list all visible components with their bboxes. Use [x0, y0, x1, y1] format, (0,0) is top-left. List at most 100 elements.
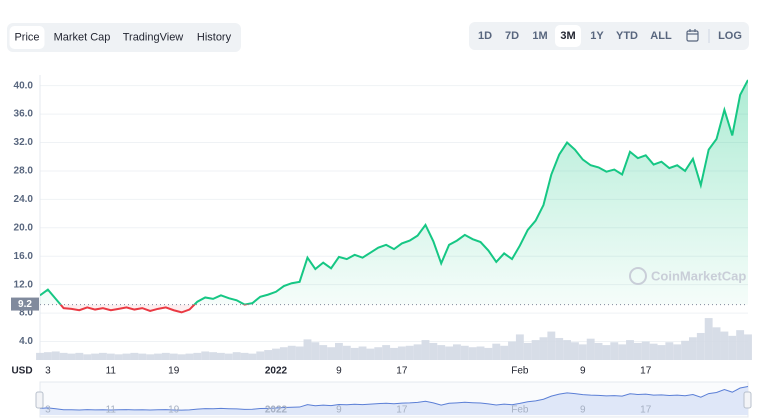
range-button[interactable]: 1D: [478, 30, 492, 42]
x-tick-label: 2022: [265, 366, 288, 377]
y-tick-label: 4.0: [19, 336, 33, 347]
volume-bar: [665, 342, 674, 360]
volume-bar: [335, 342, 343, 360]
volume-bar: [649, 343, 658, 360]
volume-bar: [460, 345, 469, 360]
volume-bar: [224, 353, 233, 360]
volume-bar: [689, 337, 697, 360]
tab[interactable]: Price: [14, 31, 39, 43]
volume-bar: [421, 340, 430, 360]
volume-bar: [99, 352, 107, 360]
y-tick-label: 20.0: [14, 222, 34, 233]
volume-bar: [91, 353, 99, 360]
volume-bar: [641, 341, 650, 360]
y-tick-label: 16.0: [14, 251, 34, 262]
range-button[interactable]: 1Y: [590, 30, 604, 42]
volume-bar: [177, 354, 186, 360]
volume-bar: [539, 337, 548, 360]
navigator-tick-label: 17: [640, 405, 652, 416]
volume-bar: [67, 353, 76, 360]
x-tick-label: 11: [106, 366, 117, 377]
range-button[interactable]: 7D: [505, 30, 519, 42]
volume-bar: [122, 353, 131, 360]
volume-bar: [256, 351, 265, 360]
volume-bar: [169, 353, 178, 360]
volume-bar: [523, 342, 532, 360]
y-tick-label: 28.0: [14, 166, 34, 177]
x-tick-label: 17: [640, 366, 652, 377]
y-tick-label: 24.0: [14, 194, 34, 205]
volume-bar: [586, 338, 595, 360]
volume-bar: [508, 341, 516, 360]
volume-bar: [295, 346, 304, 360]
volume-bar: [350, 347, 359, 360]
log-toggle[interactable]: LOG: [718, 30, 742, 42]
volume-bar: [555, 337, 564, 360]
navigator-handle[interactable]: [35, 391, 44, 409]
volume-bar: [500, 345, 509, 360]
volume-bar: [83, 354, 92, 360]
navigator-tick-label: 9: [336, 405, 342, 416]
x-tick-label: 17: [396, 366, 408, 377]
y-tick-label: 32.0: [14, 137, 34, 148]
volume-bar: [437, 345, 446, 360]
tab[interactable]: Market Cap: [54, 31, 111, 43]
volume-bar: [397, 346, 406, 360]
volume-bar: [405, 345, 414, 360]
volume-bar: [736, 330, 745, 360]
volume-bar: [264, 350, 273, 360]
volume-bar: [657, 345, 666, 360]
price-line-up: [40, 79, 748, 305]
volume-bar: [445, 346, 453, 360]
range-button[interactable]: 1M: [532, 30, 547, 42]
volume-bar: [185, 353, 194, 360]
volume-bar: [626, 340, 634, 360]
x-tick-label: 19: [168, 366, 180, 377]
volume-bar: [36, 352, 44, 360]
volume-bar: [287, 345, 296, 360]
volume-bar: [209, 352, 217, 360]
x-tick-label: 3: [45, 366, 51, 377]
tab[interactable]: TradingView: [123, 31, 184, 43]
calendar-icon[interactable]: [686, 29, 699, 42]
volume-bar: [311, 342, 320, 360]
volume-bar: [563, 340, 571, 360]
volume-bar: [618, 344, 627, 360]
currency-label: USD: [11, 366, 32, 377]
range-button[interactable]: ALL: [650, 30, 672, 42]
y-tick-label: 36.0: [14, 109, 34, 120]
volume-bar: [531, 340, 540, 360]
volume-bar: [681, 340, 689, 360]
volume-bar: [201, 351, 210, 360]
volume-bar: [744, 334, 752, 360]
tab[interactable]: History: [197, 31, 232, 43]
volume-bar: [319, 345, 328, 360]
volume-bar: [248, 353, 257, 360]
y-tick-label: 40.0: [14, 80, 34, 91]
volume-bar: [374, 347, 383, 360]
volume-bar: [704, 318, 713, 360]
watermark-text: CoinMarketCap: [651, 268, 746, 283]
volume-bar: [633, 342, 642, 360]
volume-bar: [272, 348, 280, 360]
volume-bar: [154, 353, 162, 360]
volume-bar: [712, 327, 721, 360]
active-tab-bg: [9, 26, 45, 49]
volume-bar: [358, 346, 367, 360]
volume-bar: [106, 353, 115, 360]
x-tick-label: Feb: [511, 366, 529, 377]
volume-bar: [484, 347, 493, 360]
navigator-handle[interactable]: [743, 391, 752, 409]
volume-bar: [217, 352, 225, 360]
range-button[interactable]: 3M: [560, 30, 575, 42]
volume-bar: [728, 335, 737, 360]
volume-bar: [161, 352, 170, 360]
price-area-down: [40, 304, 748, 313]
volume-bar: [720, 331, 729, 360]
volume-bar: [303, 339, 312, 360]
navigator-line: [39, 386, 749, 411]
volume-bar: [232, 352, 241, 360]
volume-bar: [673, 344, 682, 360]
volume-bar: [114, 354, 123, 360]
range-button[interactable]: YTD: [616, 30, 638, 42]
